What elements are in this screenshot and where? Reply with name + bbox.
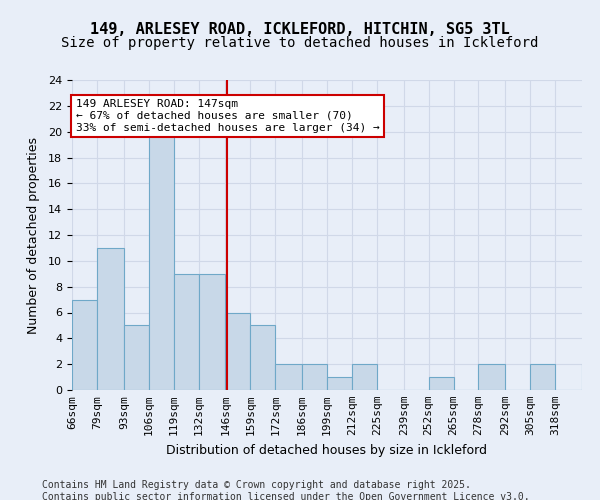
Bar: [149, 106, 173, 390]
Bar: [124, 326, 149, 390]
Bar: [428, 377, 454, 390]
Bar: [97, 248, 124, 390]
Bar: [352, 364, 377, 390]
Bar: [72, 300, 97, 390]
Text: Contains HM Land Registry data © Crown copyright and database right 2025.
Contai: Contains HM Land Registry data © Crown c…: [42, 480, 530, 500]
Bar: [530, 364, 555, 390]
Bar: [275, 364, 302, 390]
Bar: [478, 364, 505, 390]
X-axis label: Distribution of detached houses by size in Ickleford: Distribution of detached houses by size …: [167, 444, 487, 456]
Text: 149, ARLESEY ROAD, ICKLEFORD, HITCHIN, SG5 3TL: 149, ARLESEY ROAD, ICKLEFORD, HITCHIN, S…: [90, 22, 510, 38]
Bar: [327, 377, 352, 390]
Bar: [302, 364, 327, 390]
Y-axis label: Number of detached properties: Number of detached properties: [26, 136, 40, 334]
Bar: [199, 274, 226, 390]
Bar: [250, 326, 275, 390]
Bar: [173, 274, 199, 390]
Text: Size of property relative to detached houses in Ickleford: Size of property relative to detached ho…: [61, 36, 539, 50]
Bar: [582, 364, 600, 390]
Text: 149 ARLESEY ROAD: 147sqm
← 67% of detached houses are smaller (70)
33% of semi-d: 149 ARLESEY ROAD: 147sqm ← 67% of detach…: [76, 100, 380, 132]
Bar: [226, 312, 250, 390]
